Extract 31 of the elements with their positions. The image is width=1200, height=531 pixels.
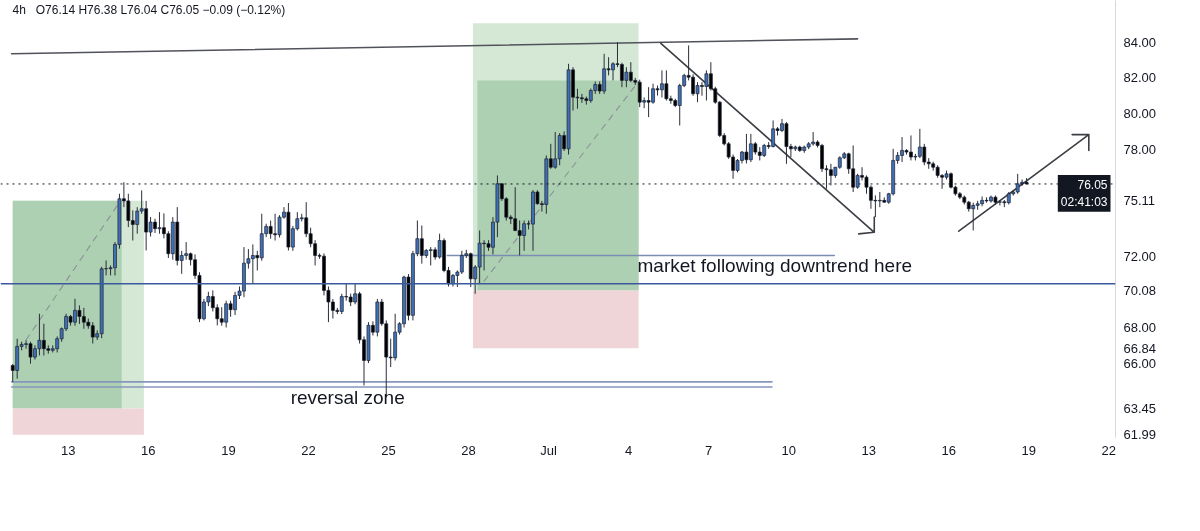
y-tick-label: 80.00 — [1123, 106, 1157, 122]
y-tick-label: 75.11 — [1123, 193, 1156, 209]
x-tick-label: 4 — [624, 442, 633, 458]
y-tick-label: 66.00 — [1123, 355, 1157, 371]
x-tick-label: 25 — [381, 442, 396, 458]
y-tick-label: 68.00 — [1123, 319, 1157, 335]
y-tick-label: 84.00 — [1123, 34, 1157, 50]
x-tick-label: Jul — [540, 442, 557, 458]
x-tick-label: 7 — [705, 442, 713, 458]
x-tick-label: 22 — [1101, 442, 1117, 458]
x-tick-label: 16 — [941, 442, 956, 458]
y-tick-label: 66.84 — [1123, 340, 1157, 356]
x-tick-label: 22 — [301, 442, 316, 458]
y-tick-label: 82.00 — [1123, 70, 1157, 86]
y-tick-label: 61.99 — [1123, 427, 1157, 443]
chart-subtitle: O76.14 H76.38 L76.04 C76.05 −0.09 (−0.12%) — [35, 2, 286, 17]
ref-line-label: 76.05 02:41:03 — [1060, 177, 1108, 209]
x-tick-label: 28 — [461, 442, 476, 458]
y-tick-label: 70.08 — [1123, 282, 1157, 298]
x-tick-label: 13 — [861, 442, 876, 458]
x-tick-label: 16 — [141, 442, 156, 458]
y-tick-label: 63.45 — [1123, 401, 1157, 417]
x-tick-label: 19 — [1021, 442, 1037, 458]
annotation: market following downtrend here — [637, 255, 913, 277]
annotation: reversal zone — [290, 387, 405, 409]
x-tick-label: 10 — [781, 442, 796, 458]
y-tick-label: 78.00 — [1123, 141, 1157, 157]
chart-title: 4h — [12, 2, 26, 17]
x-tick-label: 13 — [61, 442, 76, 458]
x-tick-label: 19 — [221, 442, 236, 458]
y-tick-label: 72.00 — [1123, 248, 1157, 264]
